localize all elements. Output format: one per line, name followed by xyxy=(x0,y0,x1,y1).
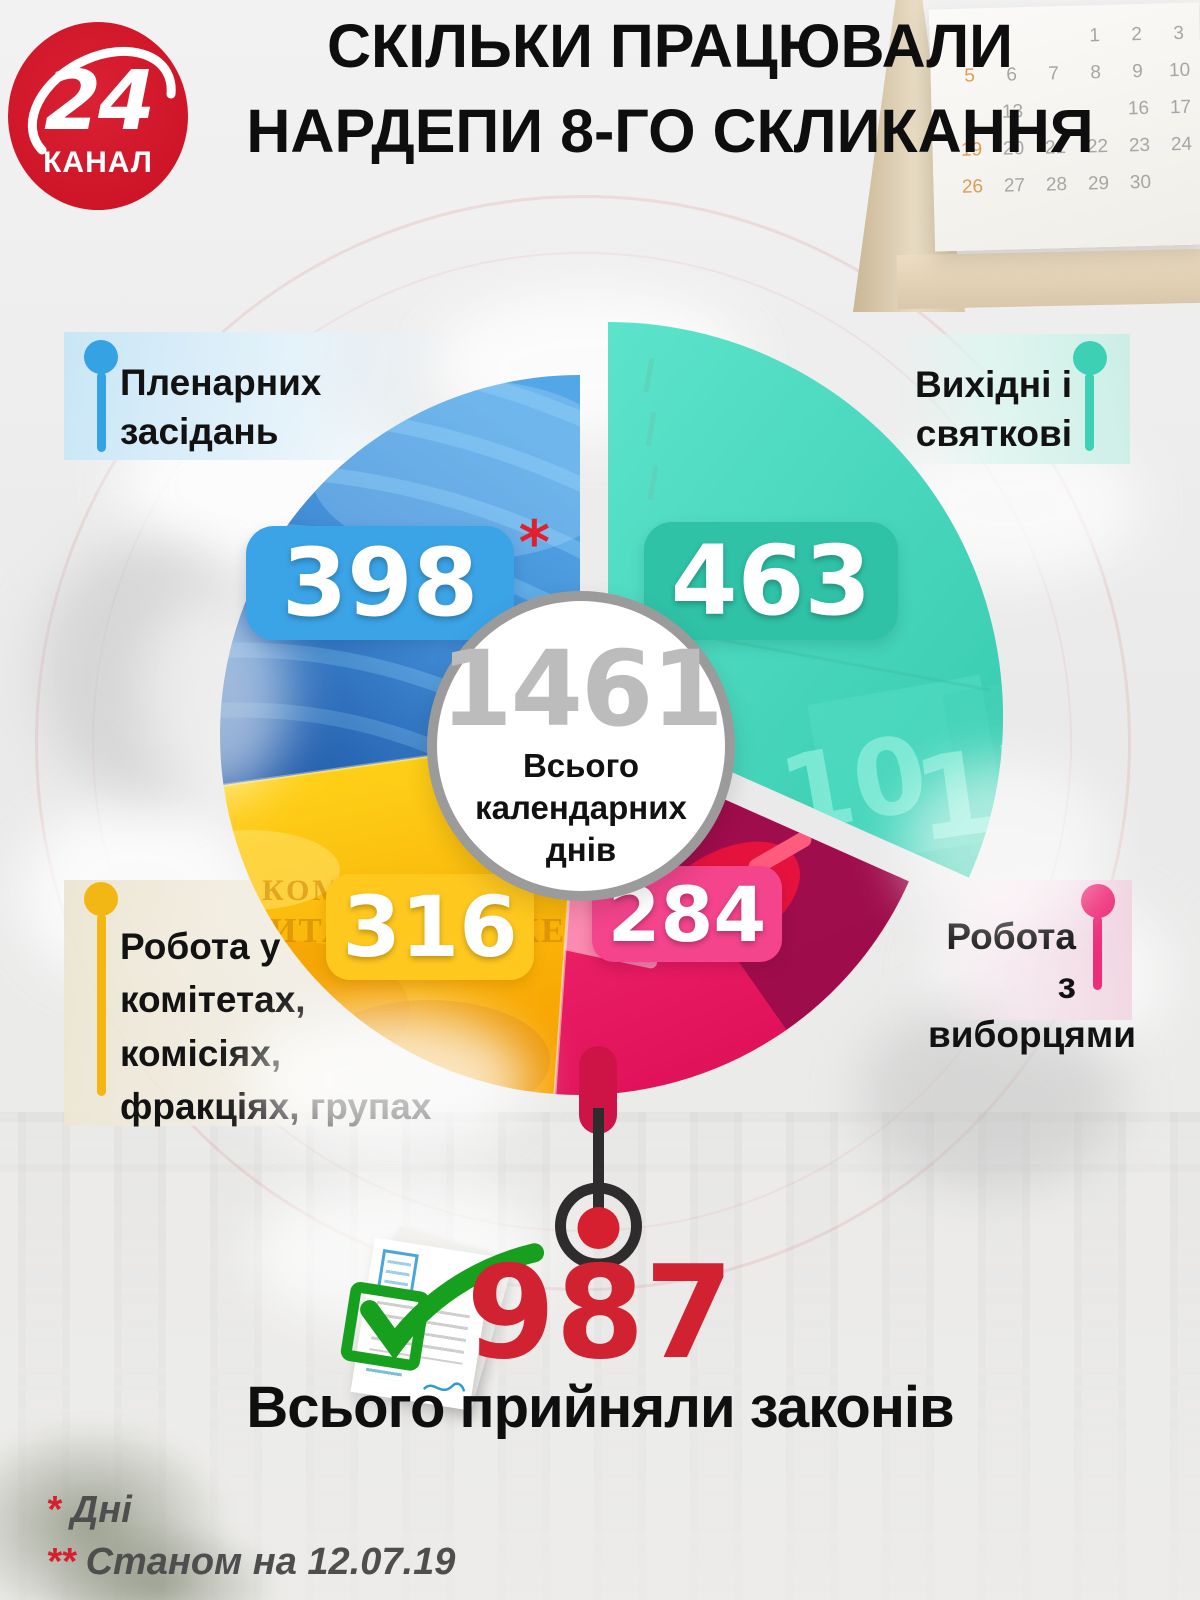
texture-number: 22 xyxy=(794,999,956,1140)
law-document-icon xyxy=(339,1226,545,1411)
channel-24-logo: 24 КАНАЛ xyxy=(8,22,188,210)
smoke-blob-over xyxy=(900,760,1110,930)
slice-value-plenary: 398 * xyxy=(246,508,550,640)
logo-number: 24 xyxy=(43,54,155,149)
asterisk-mark: * xyxy=(518,508,550,578)
title-line2: НАРДЕПИ 8-ГО СКЛИКАННЯ xyxy=(246,97,1094,166)
checkmark-icon xyxy=(360,1243,545,1361)
slice-value-committees: 316 xyxy=(326,874,534,980)
page-title: СКІЛЬКИ ПРАЦЮВАЛИ НАРДЕПИ 8-ГО СКЛИКАННЯ xyxy=(190,4,1150,175)
signature-icon xyxy=(422,1382,466,1392)
legend-weekends-line2: святкові xyxy=(915,413,1072,455)
slice-value-weekends: 463 xyxy=(644,522,898,640)
pin-stem-yellow xyxy=(97,914,106,1096)
legend-weekends-line1: Вихідні і xyxy=(915,364,1072,405)
pin-icon-blue xyxy=(84,340,118,374)
total-days-label-line2: календарних xyxy=(475,788,687,826)
pin-icon-yellow xyxy=(84,882,118,916)
legend-weekends: Вихідні і святкові xyxy=(893,334,1130,464)
footnote-days: * Дні xyxy=(46,1489,132,1532)
desk-calendar: 1 2 3 5 6 7 8 9 10 13 16 17 19 20 21 22 … xyxy=(845,0,1200,320)
connector-stem xyxy=(579,1046,617,1134)
logo-swoosh-icon xyxy=(27,46,176,155)
footnote-mark: * xyxy=(46,1489,61,1531)
smoke-blob-gray xyxy=(860,1000,1120,1190)
committees-days-value: 316 xyxy=(342,878,518,976)
plenary-days-value: 398 xyxy=(281,528,479,638)
texture-number: 9 xyxy=(1044,995,1138,1137)
footnote-text: Дні xyxy=(70,1489,132,1531)
logo-text: КАНАЛ xyxy=(43,146,153,179)
title-line1: СКІЛЬКИ ПРАЦЮВАЛИ xyxy=(326,12,1014,80)
total-days-label-line3: днів xyxy=(545,830,617,868)
legend-plenary-line1: Пленарних xyxy=(120,362,322,403)
weekends-days-value: 463 xyxy=(670,525,872,637)
laws-total-value: 987 xyxy=(466,1239,734,1388)
total-days-label-line1: Всього xyxy=(522,747,640,784)
laws-total-caption: Всього прийняли законів xyxy=(246,1375,954,1440)
decor-ring xyxy=(35,195,1131,1291)
laws-connector xyxy=(555,1046,642,1270)
pin-stem-pink xyxy=(1093,916,1102,990)
legend-committees-line1: Робота у xyxy=(120,926,281,967)
legend-plenary-line2: засідань xyxy=(120,411,279,453)
pin-stem-blue xyxy=(97,372,106,452)
total-days-label: Всього календарних днів xyxy=(437,745,725,871)
legend-committees-line2: комітетах, xyxy=(120,979,306,1021)
footnote-mark: ** xyxy=(46,1541,76,1583)
connector-ring xyxy=(555,1182,642,1270)
footnote-text: Станом на 12.07.19 xyxy=(85,1541,456,1583)
smoke-blob-over xyxy=(250,1010,530,1150)
footnote-date: ** Станом на 12.07.19 xyxy=(46,1541,455,1584)
connector-line xyxy=(593,1108,604,1214)
document-page xyxy=(350,1237,494,1411)
total-days-value: 1461 xyxy=(440,628,723,750)
pie-center-total: 1461 Всього календарних днів xyxy=(427,591,735,901)
connector-dot xyxy=(577,1207,620,1249)
pin-icon-teal xyxy=(1073,341,1107,375)
pin-stem-teal xyxy=(1085,373,1094,451)
